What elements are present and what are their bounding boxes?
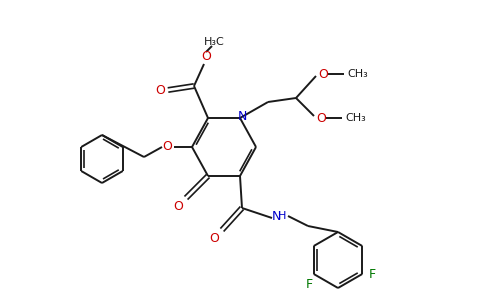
Text: H: H xyxy=(278,211,286,221)
Text: O: O xyxy=(209,232,219,244)
Text: CH₃: CH₃ xyxy=(348,69,368,79)
Text: O: O xyxy=(316,112,326,124)
Text: CH₃: CH₃ xyxy=(346,113,366,123)
Text: O: O xyxy=(318,68,328,80)
Text: H₃C: H₃C xyxy=(204,37,225,47)
Text: N: N xyxy=(272,209,281,223)
Text: F: F xyxy=(306,278,313,290)
Text: F: F xyxy=(369,268,376,281)
Text: O: O xyxy=(162,140,172,154)
Text: O: O xyxy=(201,50,211,62)
Text: O: O xyxy=(173,200,183,212)
Text: N: N xyxy=(237,110,247,124)
Text: O: O xyxy=(155,85,165,98)
